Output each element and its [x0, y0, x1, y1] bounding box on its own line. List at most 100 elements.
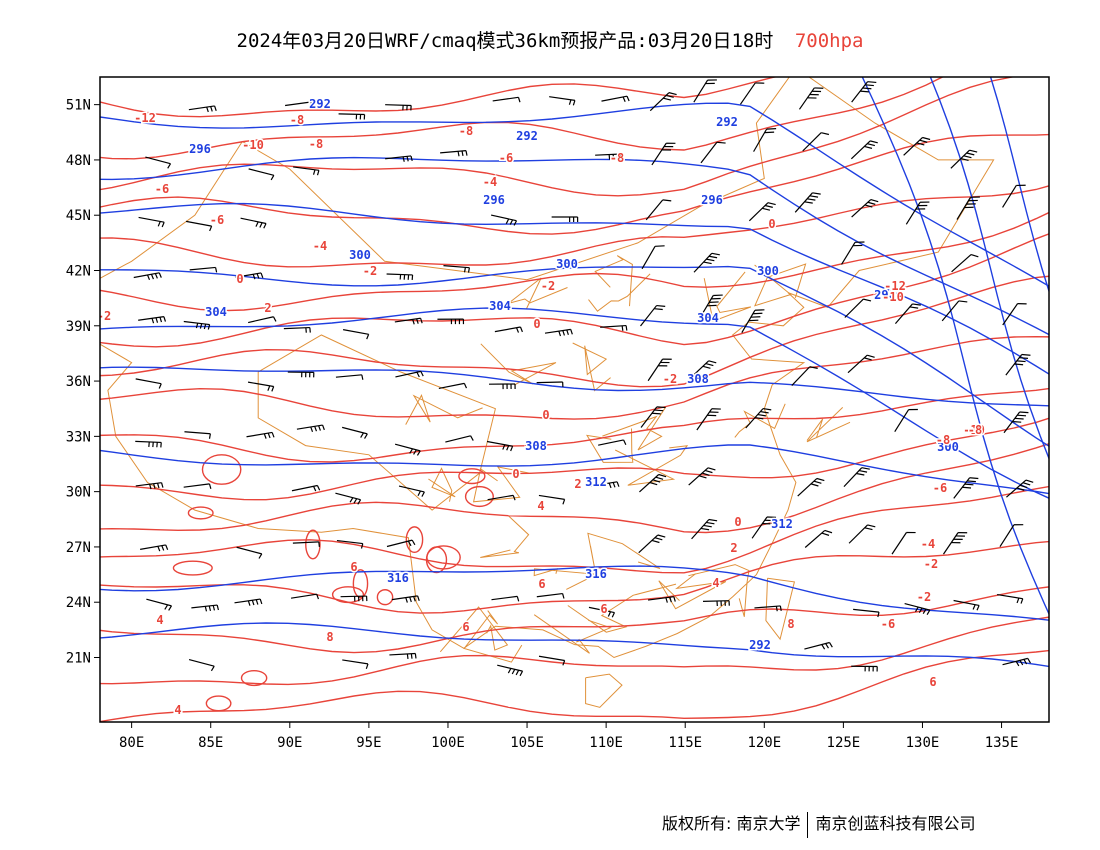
- wind-barb-feather: [652, 479, 661, 483]
- y-tick-label: 48N: [66, 153, 91, 169]
- wind-barb-feather: [962, 486, 972, 489]
- wind-barb-feather: [708, 360, 717, 364]
- temperature-contour-label: 0: [512, 467, 519, 481]
- wind-barb-feather: [1027, 658, 1031, 664]
- wind-barb-feather: [168, 605, 173, 611]
- wind-barb-shaft: [342, 659, 369, 665]
- wind-barb-shaft: [240, 217, 267, 225]
- wind-barb: [183, 320, 211, 330]
- wind-barb: [1002, 184, 1026, 208]
- wind-barb-feather: [813, 480, 822, 484]
- wind-barb-feather: [919, 139, 928, 143]
- wind-barb-shaft: [942, 532, 959, 555]
- wind-barb-feather: [607, 611, 612, 617]
- wind-barb-feather: [864, 357, 872, 361]
- wind-barb: [490, 214, 518, 226]
- province-line: [703, 271, 752, 322]
- wind-barb-feather: [161, 221, 165, 228]
- wind-barb-feather: [364, 433, 368, 439]
- x-tick-label: 95E: [356, 735, 381, 751]
- temperature-contour-label: 6: [600, 602, 607, 616]
- height-contour-label: 304: [697, 311, 719, 325]
- temperature-loop: [305, 529, 321, 560]
- wind-barb: [248, 316, 277, 324]
- wind-barb: [639, 473, 667, 493]
- wind-barb-shaft: [791, 366, 811, 386]
- y-tick-label: 30N: [66, 485, 91, 501]
- wind-barb-feather: [909, 306, 919, 309]
- wind-barb-shaft: [246, 431, 273, 438]
- province-line: [405, 394, 483, 425]
- x-axis: 80E 85E 90E 95E 100E 105E 110E 115E 120E 125E 130E…: [119, 722, 1018, 751]
- wind-barb-feather: [665, 94, 674, 98]
- wind-barb: [645, 199, 672, 221]
- wind-barb-feather: [407, 540, 412, 547]
- wind-barb-feather: [467, 267, 470, 273]
- wind-barb-feather: [912, 303, 921, 306]
- wind-barb-shaft: [536, 381, 563, 384]
- wind-barb-shaft: [336, 539, 363, 545]
- wind-barb-feather: [706, 258, 715, 262]
- height-contour-label: 292: [716, 115, 738, 129]
- coastline: [574, 292, 806, 659]
- temperature-loop: [187, 506, 214, 520]
- wind-barb: [651, 142, 676, 166]
- wind-barb: [588, 606, 616, 618]
- wind-barb: [340, 595, 368, 602]
- x-tick-label: 110E: [589, 735, 623, 751]
- wind-barb-feather: [654, 308, 663, 311]
- wind-barb-feather: [663, 97, 672, 101]
- wind-barb-shaft: [538, 494, 565, 500]
- province-line: [734, 403, 786, 438]
- wind-barb-feather: [509, 219, 514, 225]
- wind-barb-feather: [967, 480, 976, 483]
- x-tick-label: 130E: [906, 735, 940, 751]
- wind-barb-feather: [157, 483, 160, 489]
- wind-barb-feather: [711, 252, 720, 256]
- wind-barb-feather: [314, 426, 318, 432]
- wind-barb-shaft: [703, 600, 730, 603]
- wind-barb-feather: [259, 222, 263, 228]
- wind-barb-shaft: [1003, 411, 1021, 434]
- wind-barb-feather: [966, 152, 975, 156]
- temperature-isoline: [100, 443, 1049, 534]
- wind-barb: [544, 328, 573, 337]
- wind-barb-shaft: [191, 604, 218, 609]
- wind-barb-feather: [158, 272, 162, 278]
- wind-barb: [290, 593, 320, 600]
- wind-barb-shaft: [639, 474, 660, 493]
- wind-barb-feather: [816, 477, 825, 482]
- wind-barb-feather: [151, 318, 155, 324]
- height-contour-label: 300: [937, 440, 959, 454]
- height-isoline: [100, 202, 1049, 375]
- wind-barb-feather: [271, 432, 275, 438]
- wind-barb-feather: [621, 325, 624, 331]
- wind-barb-feather: [252, 274, 256, 280]
- temperature-loop: [458, 468, 486, 485]
- wind-barb-shaft: [188, 105, 215, 111]
- wind-barb-feather: [515, 669, 520, 676]
- wind-barb: [647, 358, 672, 382]
- wind-barb-feather: [470, 435, 474, 441]
- wind-barb: [794, 192, 821, 213]
- wind-barb-feather: [867, 81, 877, 84]
- y-tick-label: 24N: [66, 595, 91, 611]
- wind-barb-feather: [1015, 661, 1020, 667]
- wind-barb-feather: [656, 304, 666, 307]
- wind-barb-shaft: [385, 155, 412, 160]
- wind-barb-shaft: [841, 241, 856, 265]
- wind-barb-feather: [208, 483, 212, 489]
- wind-barb-feather: [869, 140, 878, 144]
- wind-barb-feather: [976, 605, 980, 611]
- province-line: [572, 342, 611, 392]
- province-line: [594, 255, 633, 307]
- y-tick-label: 51N: [66, 98, 91, 114]
- chart-title: 2024年03月20日WRF/cmaq模式36km预报产品:03月20日18时 …: [0, 26, 1100, 53]
- height-contour-label: 304: [205, 305, 227, 319]
- wind-barb: [342, 329, 370, 340]
- wind-barb-feather: [420, 371, 424, 377]
- wind-barb-shaft: [394, 443, 421, 452]
- wind-barb-feather: [405, 597, 408, 603]
- wind-barb-feather: [154, 273, 158, 279]
- wind-barb-feather: [511, 669, 516, 675]
